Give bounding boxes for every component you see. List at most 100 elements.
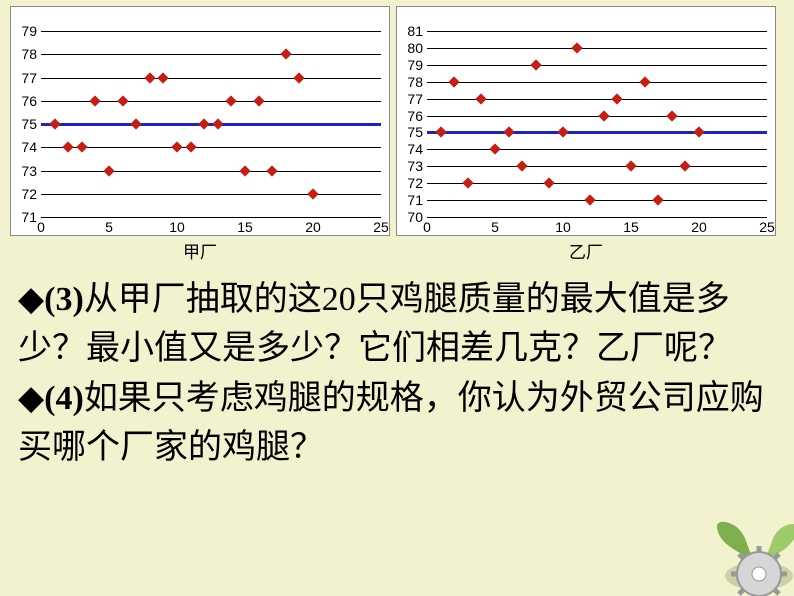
data-point (557, 127, 568, 138)
gridline (41, 171, 381, 172)
data-point (489, 144, 500, 155)
xtick-label: 25 (373, 217, 389, 235)
gridline (41, 147, 381, 148)
ytick-label: 72 (407, 175, 427, 191)
ytick-label: 74 (21, 139, 41, 155)
xtick-label: 10 (555, 217, 571, 235)
xtick-label: 0 (423, 217, 431, 235)
data-point (63, 142, 74, 153)
q3-text: 从甲厂抽取的这20只鸡腿质量的最大值是多少？最小值又是多少？它们相差几克？乙厂呢… (18, 281, 732, 367)
data-point (503, 127, 514, 138)
gridline (427, 217, 767, 218)
data-point (680, 161, 691, 172)
data-point (571, 42, 582, 53)
data-point (185, 142, 196, 153)
gridline (427, 183, 767, 184)
data-point (253, 95, 264, 106)
xtick-label: 10 (169, 217, 185, 235)
data-point (612, 93, 623, 104)
data-point (653, 194, 664, 205)
gridline (427, 149, 767, 150)
ytick-label: 76 (21, 93, 41, 109)
q4-text: 如果只考虑鸡腿的规格，你认为外贸公司应购买哪个厂家的鸡腿？ (18, 380, 764, 466)
ytick-label: 73 (407, 158, 427, 174)
data-point (117, 95, 128, 106)
data-point (666, 110, 677, 121)
charts-row: 质量/g 7172737475767778790510152025 甲厂 质量/… (0, 0, 794, 263)
diamond-icon: ◆ (18, 380, 44, 417)
chart-left-plot: 7172737475767778790510152025 (41, 31, 381, 217)
data-point (435, 127, 446, 138)
ytick-label: 77 (21, 70, 41, 86)
gridline (427, 82, 767, 83)
chart-left-xlabel: 甲厂 (10, 238, 390, 263)
gridline (41, 54, 381, 55)
data-point (158, 72, 169, 83)
ytick-label: 81 (407, 23, 427, 39)
ytick-label: 79 (21, 23, 41, 39)
question-4: ◆(4)如果只考虑鸡腿的规格，你认为外贸公司应购买哪个厂家的鸡腿？ (18, 374, 776, 473)
chart-right-xlabel: 乙厂 (396, 238, 776, 263)
xtick-label: 20 (691, 217, 707, 235)
data-point (76, 142, 87, 153)
question-3: ◆(3)从甲厂抽取的这20只鸡腿质量的最大值是多少？最小值又是多少？它们相差几克… (18, 275, 776, 374)
xtick-label: 5 (105, 217, 113, 235)
xtick-label: 20 (305, 217, 321, 235)
xtick-label: 25 (759, 217, 775, 235)
data-point (307, 188, 318, 199)
gridline (427, 200, 767, 201)
data-point (267, 165, 278, 176)
data-point (530, 59, 541, 70)
data-point (90, 95, 101, 106)
gridline (427, 166, 767, 167)
ytick-label: 75 (21, 116, 41, 132)
ytick-label: 79 (407, 57, 427, 73)
data-point (226, 95, 237, 106)
data-point (294, 72, 305, 83)
chart-right: 7071727374757677787980810510152025 (396, 6, 776, 236)
corner-decoration-icon (664, 496, 794, 596)
ytick-label: 78 (407, 74, 427, 90)
data-point (585, 194, 596, 205)
ytick-label: 80 (407, 40, 427, 56)
data-point (476, 93, 487, 104)
data-point (103, 165, 114, 176)
diamond-icon: ◆ (18, 281, 44, 318)
gridline (41, 31, 381, 32)
reference-line (427, 131, 767, 134)
data-point (171, 142, 182, 153)
ytick-label: 74 (407, 141, 427, 157)
data-point (239, 165, 250, 176)
ytick-label: 71 (407, 192, 427, 208)
gridline (427, 116, 767, 117)
chart-right-plot: 7071727374757677787980810510152025 (427, 31, 767, 217)
ytick-label: 73 (21, 163, 41, 179)
xtick-label: 15 (237, 217, 253, 235)
data-point (49, 118, 60, 129)
gridline (41, 194, 381, 195)
data-point (199, 118, 210, 129)
ytick-label: 76 (407, 108, 427, 124)
data-point (693, 127, 704, 138)
ytick-label: 77 (407, 91, 427, 107)
gridline (41, 217, 381, 218)
chart-left: 7172737475767778790510152025 (10, 6, 390, 236)
gridline (41, 78, 381, 79)
chart-right-wrap: 质量/g 7071727374757677787980810510152025 … (396, 6, 776, 263)
xtick-label: 5 (491, 217, 499, 235)
xtick-label: 15 (623, 217, 639, 235)
data-point (449, 76, 460, 87)
data-point (131, 118, 142, 129)
gridline (427, 65, 767, 66)
data-point (639, 76, 650, 87)
data-point (462, 178, 473, 189)
xtick-label: 0 (37, 217, 45, 235)
ytick-label: 78 (21, 46, 41, 62)
ytick-label: 75 (407, 124, 427, 140)
q3-prefix: (3) (44, 281, 84, 318)
questions-block: ◆(3)从甲厂抽取的这20只鸡腿质量的最大值是多少？最小值又是多少？它们相差几克… (0, 263, 794, 472)
gridline (427, 31, 767, 32)
data-point (517, 161, 528, 172)
data-point (625, 161, 636, 172)
data-point (144, 72, 155, 83)
